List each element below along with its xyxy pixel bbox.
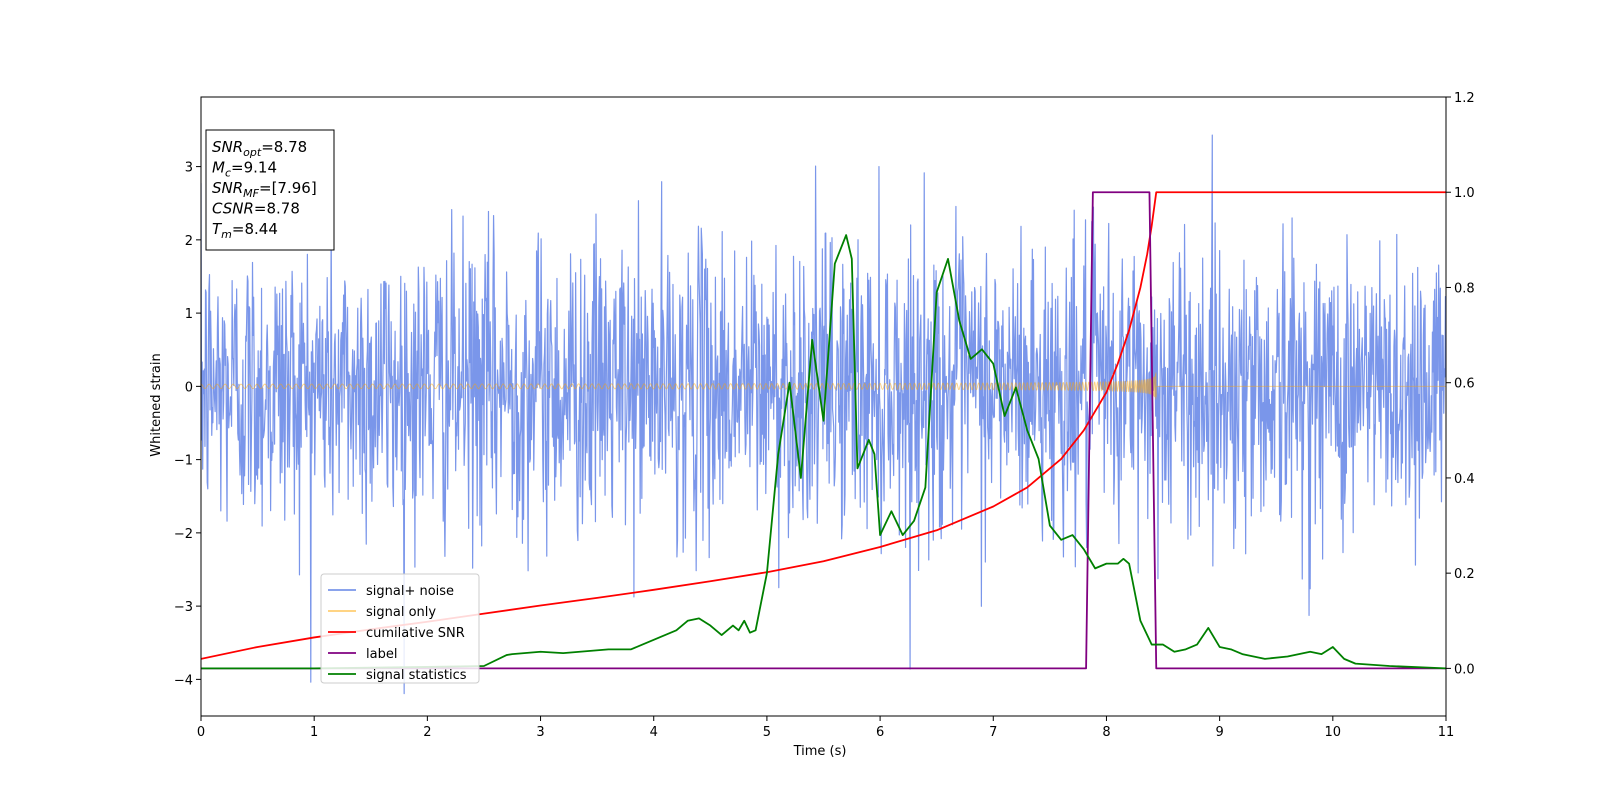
- annotation-line: Tm=8.44: [212, 220, 278, 241]
- annotation-line: SNRMF=[7.96]: [212, 179, 317, 200]
- y2-tick-label: 0.6: [1454, 377, 1475, 392]
- y-tick-label: 3: [185, 161, 193, 176]
- y-tick-label: −2: [174, 527, 193, 542]
- annotation-line: Mc=9.14: [212, 159, 277, 180]
- y-axis-label: Whitened strain: [149, 353, 164, 456]
- series-line-signal-only: [201, 372, 1446, 400]
- axes-layer: 0 1 2 3 4 5 6 7 8 9 10 113210−1−2−3−41.21.00.80.60.…: [174, 91, 1475, 740]
- y-tick-label: 0: [185, 380, 193, 395]
- legend-label: signal statistics: [366, 668, 467, 683]
- x-tick-label: 7: [989, 725, 997, 740]
- y2-tick-label: 0.8: [1454, 281, 1475, 296]
- annotation-line: SNRopt=8.78: [212, 138, 307, 159]
- x-tick-label: 8: [1102, 725, 1110, 740]
- legend-label: signal only: [366, 605, 436, 620]
- x-tick-label: 10: [1325, 725, 1342, 740]
- legend-label: cumilative SNR: [366, 626, 465, 641]
- y2-tick-label: 0.2: [1454, 567, 1475, 582]
- x-axis-label: Time (s): [793, 744, 847, 759]
- series-line-signal-noise: [201, 134, 1446, 695]
- x-tick-label: 6: [876, 725, 884, 740]
- series-line-label: [201, 191, 1446, 670]
- y2-tick-label: 0.0: [1454, 662, 1475, 677]
- x-tick-label: 2: [423, 725, 431, 740]
- x-tick-label: 5: [763, 725, 771, 740]
- plot-frame: [200, 96, 1447, 717]
- y-tick-label: 1: [185, 307, 193, 322]
- legend-label: signal+ noise: [366, 584, 454, 599]
- x-tick-label: 4: [650, 725, 658, 740]
- y2-tick-label: 1.2: [1454, 91, 1475, 106]
- annotation-line: CSNR=8.78: [212, 200, 300, 218]
- x-tick-label: 3: [536, 725, 544, 740]
- legend-label: label: [366, 647, 397, 662]
- x-tick-label: 11: [1438, 725, 1455, 740]
- y-tick-label: −4: [174, 673, 193, 688]
- y-tick-label: 2: [185, 234, 193, 249]
- legend: signal+ noise signal only cumilative SNR la…: [320, 573, 480, 684]
- y2-tick-label: 0.4: [1454, 472, 1475, 487]
- y-tick-label: −3: [174, 600, 193, 615]
- x-tick-label: 0: [197, 725, 205, 740]
- y-tick-label: −1: [174, 454, 193, 469]
- x-tick-label: 9: [1215, 725, 1223, 740]
- series-line-signal-statistics: [201, 234, 1446, 670]
- x-tick-label: 1: [310, 725, 318, 740]
- y2-tick-label: 1.0: [1454, 186, 1475, 201]
